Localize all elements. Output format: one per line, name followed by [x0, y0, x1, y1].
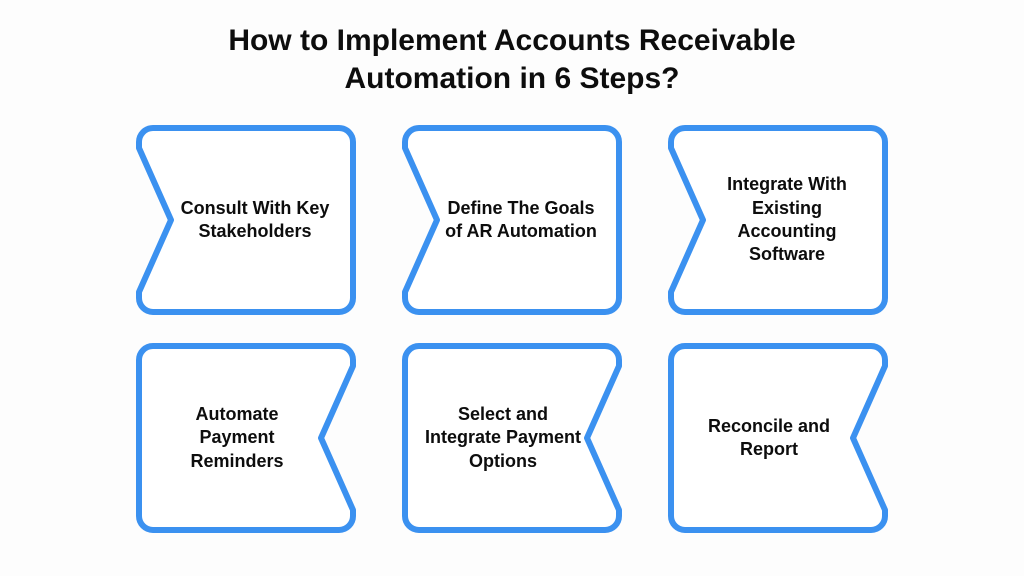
step-label: Integrate With Existing Accounting Softw…: [668, 173, 888, 267]
step-box-6: Reconcile and Report: [668, 343, 888, 533]
step-box-4: Automate Payment Reminders: [136, 343, 356, 533]
page-title: How to Implement Accounts Receivable Aut…: [152, 22, 872, 97]
step-label: Reconcile and Report: [668, 415, 888, 462]
step-label: Automate Payment Reminders: [136, 403, 356, 473]
step-box-3: Integrate With Existing Accounting Softw…: [668, 125, 888, 315]
step-box-2: Define The Goals of AR Automation: [402, 125, 622, 315]
step-label: Define The Goals of AR Automation: [402, 197, 622, 244]
steps-grid: Consult With Key Stakeholders Define The…: [136, 125, 888, 533]
step-label: Consult With Key Stakeholders: [136, 197, 356, 244]
step-label: Select and Integrate Payment Options: [402, 403, 622, 473]
step-box-5: Select and Integrate Payment Options: [402, 343, 622, 533]
step-box-1: Consult With Key Stakeholders: [136, 125, 356, 315]
